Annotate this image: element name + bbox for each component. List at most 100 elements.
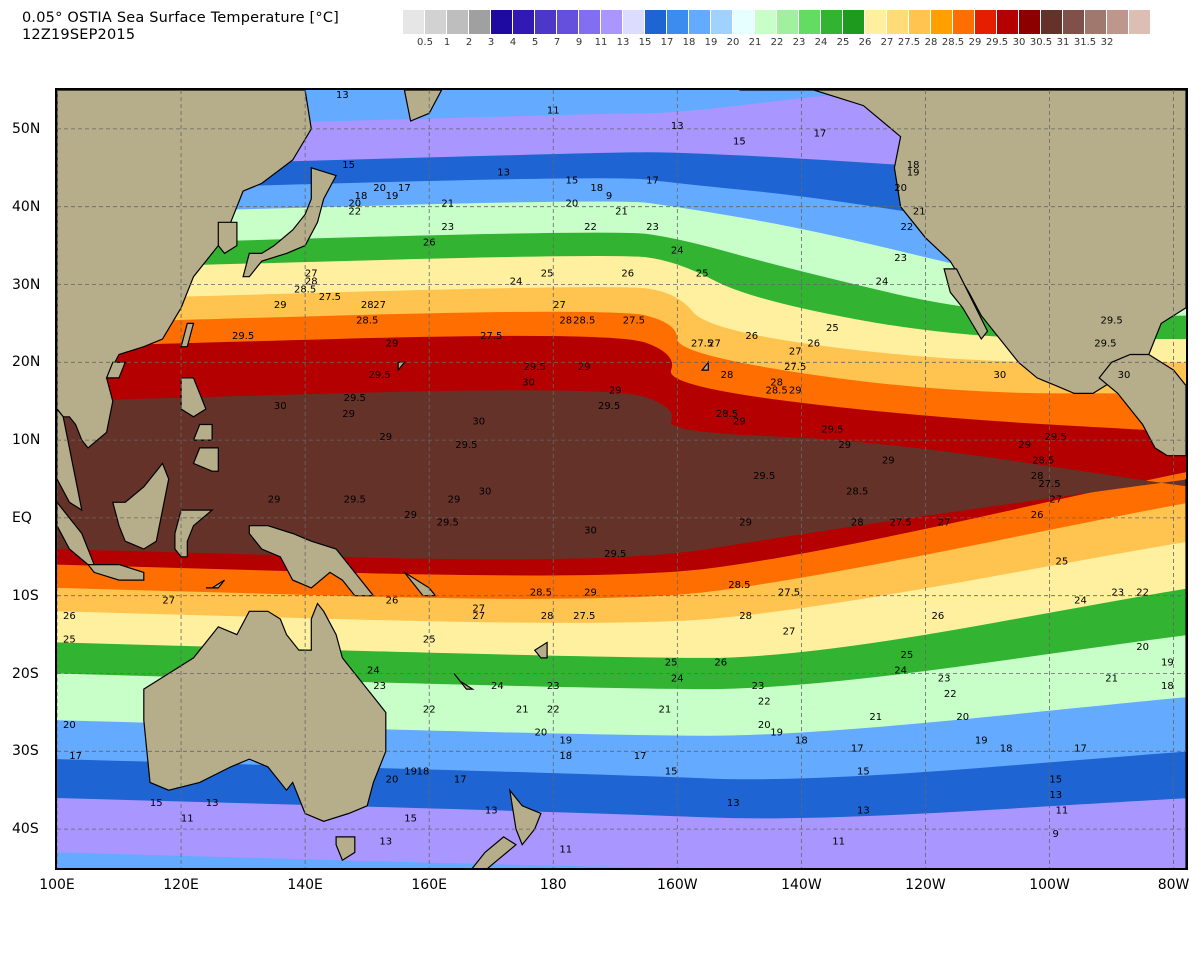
temperature-label: 22 xyxy=(348,207,361,218)
temperature-label: 28.5 xyxy=(846,487,868,498)
temperature-label: 29 xyxy=(1018,440,1031,451)
temperature-label: 29 xyxy=(404,510,417,521)
legend-swatch xyxy=(1107,10,1129,34)
temperature-label: 25 xyxy=(63,634,76,645)
legend-swatch xyxy=(491,10,513,34)
legend-swatch xyxy=(1041,10,1063,34)
legend-label: 28.5 xyxy=(941,37,965,48)
legend-label: 21 xyxy=(748,37,762,48)
legend-swatch xyxy=(447,10,469,34)
temperature-label: 13 xyxy=(857,806,870,817)
legend-swatch xyxy=(865,10,887,34)
temperature-label: 29.5 xyxy=(604,549,626,560)
map-title: 0.05° OSTIA Sea Surface Temperature [°C]… xyxy=(22,10,339,44)
temperature-label: 24 xyxy=(510,277,523,288)
temperature-label: 17 xyxy=(814,129,827,140)
temperature-label: 15 xyxy=(342,160,355,171)
temperature-label: 28.5 xyxy=(728,580,750,591)
land-java xyxy=(86,564,145,581)
temperature-label: 9 xyxy=(1053,829,1059,840)
temperature-label: 24 xyxy=(671,245,684,256)
temperature-label: 27 xyxy=(472,611,485,622)
y-tick-label: 20N xyxy=(12,354,41,371)
temperature-label: 26 xyxy=(63,611,76,622)
temperature-label: 27 xyxy=(938,518,951,529)
legend-swatch xyxy=(535,10,557,34)
legend-bar xyxy=(403,10,1151,34)
temperature-label: 29 xyxy=(379,432,392,443)
temperature-label: 25 xyxy=(696,269,709,280)
temperature-label: 17 xyxy=(454,774,467,785)
temperature-label: 29 xyxy=(838,440,851,451)
land-new-guinea xyxy=(248,525,375,597)
temperature-label: 29 xyxy=(268,494,281,505)
temperature-label: 15 xyxy=(566,175,579,186)
temperature-label: 21 xyxy=(869,712,882,723)
land-hainan xyxy=(105,361,127,379)
temperature-label: 19 xyxy=(907,168,920,179)
temperature-label: 29 xyxy=(342,409,355,420)
legend-swatch xyxy=(1129,10,1151,34)
title-line-2: 12Z19SEP2015 xyxy=(22,27,136,43)
temperature-label: 20 xyxy=(386,774,399,785)
temperature-label: 21 xyxy=(441,199,454,210)
legend-swatch xyxy=(579,10,601,34)
land-tasmania xyxy=(335,836,356,862)
legend-label: 1 xyxy=(443,37,451,48)
land-new-caledonia xyxy=(453,673,475,690)
temperature-label: 25 xyxy=(901,650,914,661)
temperature-label: 23 xyxy=(547,681,560,692)
temperature-label: 11 xyxy=(547,105,560,116)
land-asia xyxy=(57,90,312,449)
temperature-label: 27.5 xyxy=(480,331,502,342)
temperature-label: 26 xyxy=(423,238,436,249)
temperature-label: 22 xyxy=(584,222,597,233)
temperature-label: 13 xyxy=(379,837,392,848)
temperature-label: 19 xyxy=(975,736,988,747)
land-luzon xyxy=(180,377,207,418)
legend-swatch xyxy=(623,10,645,34)
legend-label: 28 xyxy=(924,37,938,48)
temperature-label: 29 xyxy=(578,362,591,373)
legend-swatch xyxy=(711,10,733,34)
x-tick-label: 160W xyxy=(657,877,698,893)
legend-label: 22 xyxy=(770,37,784,48)
temperature-label: 26 xyxy=(1031,510,1044,521)
temperature-label: 11 xyxy=(1056,806,1069,817)
temperature-label: 19 xyxy=(559,736,572,747)
temperature-label: 22 xyxy=(423,704,436,715)
temperature-label: 30 xyxy=(274,401,287,412)
temperature-label: 29.5 xyxy=(524,362,546,373)
land-sulawesi xyxy=(174,509,214,558)
temperature-label: 9 xyxy=(606,191,612,202)
temperature-label: 15 xyxy=(733,137,746,148)
y-tick-label: 30N xyxy=(12,276,41,293)
temperature-label: 28.5 xyxy=(1032,455,1054,466)
temperature-label: 29 xyxy=(739,518,752,529)
temperature-label: 28 xyxy=(361,300,374,311)
temperature-label: 24 xyxy=(367,666,380,677)
temperature-label: 17 xyxy=(1074,743,1087,754)
legend-swatch xyxy=(733,10,755,34)
temperature-label: 29 xyxy=(274,300,287,311)
land-malay-peninsula xyxy=(57,408,83,512)
temperature-label: 29.5 xyxy=(344,494,366,505)
y-tick-label: 40S xyxy=(12,821,39,838)
legend-label: 5 xyxy=(531,37,539,48)
temperature-label: 24 xyxy=(491,681,504,692)
temperature-label: 23 xyxy=(441,222,454,233)
legend-label: 27.5 xyxy=(897,37,921,48)
legend-label: 24 xyxy=(814,37,828,48)
legend-label: 26 xyxy=(858,37,872,48)
x-tick-label: 120W xyxy=(905,877,946,893)
temperature-label: 27.5 xyxy=(573,611,595,622)
temperature-label: 28.5 xyxy=(294,284,316,295)
temperature-label: 29.5 xyxy=(437,518,459,529)
y-tick-label: 40N xyxy=(12,198,41,215)
temperature-label: 23 xyxy=(646,222,659,233)
title-line-1: 0.05° OSTIA Sea Surface Temperature [°C] xyxy=(22,10,340,26)
sst-map: 11131513171819202122232425262727.52828.5… xyxy=(57,90,1186,868)
legend-swatch xyxy=(601,10,623,34)
land-korea xyxy=(217,221,238,255)
temperature-label: 18 xyxy=(907,160,920,171)
